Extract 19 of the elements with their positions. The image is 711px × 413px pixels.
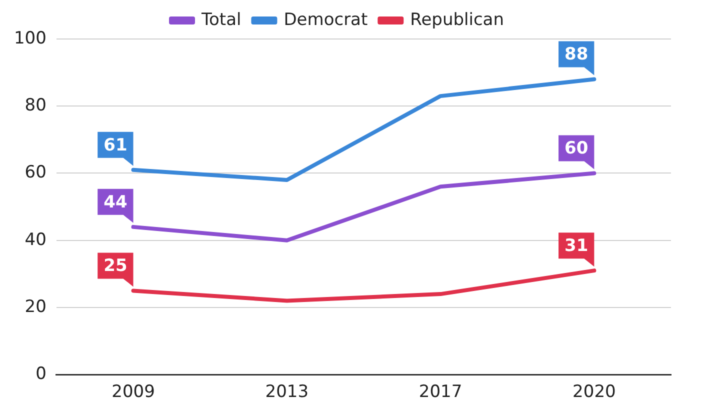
y-tick-label: 40 (24, 230, 46, 250)
x-tick-label: 2013 (265, 382, 309, 402)
data-label: 61 (104, 135, 128, 156)
x-tick-label: 2017 (418, 382, 462, 402)
x-tick-label: 2020 (572, 382, 616, 402)
data-label: 25 (104, 256, 128, 276)
y-tick-label: 20 (24, 296, 46, 317)
legend-label: Total (200, 10, 242, 30)
legend-label: Democrat (284, 10, 368, 30)
data-label: 88 (564, 44, 588, 65)
y-tick-label: 100 (14, 28, 46, 48)
x-tick-label: 2009 (112, 382, 155, 402)
data-label: 44 (104, 192, 128, 212)
legend-label: Republican (410, 10, 504, 30)
data-label: 60 (564, 138, 588, 159)
y-tick-label: 80 (24, 96, 46, 116)
y-tick-label: 0 (36, 364, 46, 384)
data-label: 31 (564, 236, 588, 256)
y-tick-label: 60 (24, 162, 46, 183)
